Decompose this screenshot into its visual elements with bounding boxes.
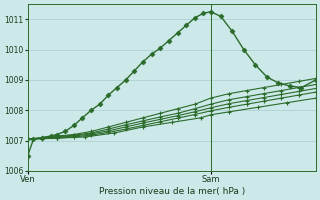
X-axis label: Pression niveau de la mer( hPa ): Pression niveau de la mer( hPa ) [99, 187, 245, 196]
